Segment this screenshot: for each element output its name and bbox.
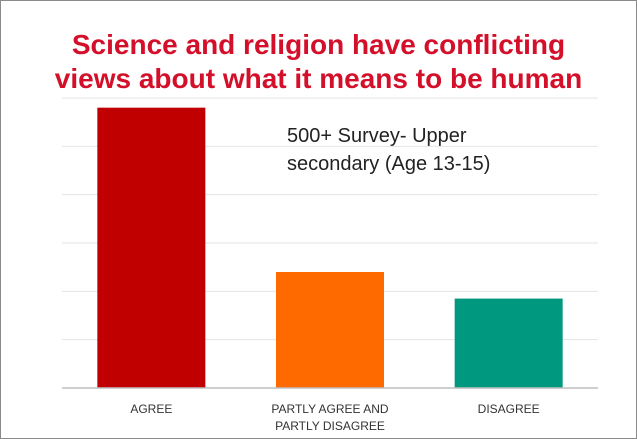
chart-title-line-1: Science and religion have conflicting xyxy=(71,29,566,60)
bar-1 xyxy=(276,272,384,388)
x-tick-label: PARTLY DISAGREE xyxy=(275,419,385,433)
chart-title-line-2: views about what it means to be human xyxy=(54,63,583,94)
survey-annotation: 500+ Survey- Upper secondary (Age 13-15) xyxy=(287,122,490,178)
x-tick-label: PARTLY AGREE AND xyxy=(271,402,388,416)
chart-title: Science and religion have conflicting vi… xyxy=(0,28,637,96)
bar-0 xyxy=(97,107,206,389)
x-tick-label: DISAGREE xyxy=(478,402,540,416)
bar-2 xyxy=(454,298,563,388)
survey-annotation-line-1: 500+ Survey- Upper xyxy=(287,125,467,147)
x-tick-label: AGREE xyxy=(130,402,172,416)
survey-annotation-line-2: secondary (Age 13-15) xyxy=(287,153,491,175)
